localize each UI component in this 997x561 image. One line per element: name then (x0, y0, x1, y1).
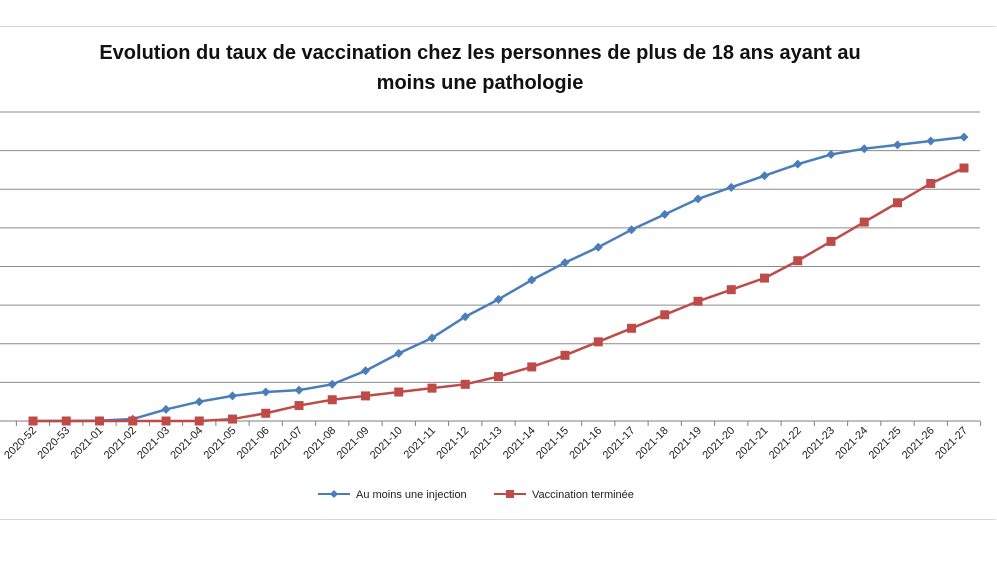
data-point-terminee (161, 416, 171, 426)
x-tick-label: 2021-19 (667, 425, 704, 462)
legend-marker-terminee (506, 490, 514, 498)
data-point-injection (926, 136, 936, 146)
x-tick-label: 2021-08 (301, 425, 338, 462)
data-point-terminee (527, 362, 537, 372)
data-point-terminee (28, 416, 38, 426)
x-tick-label: 2021-23 (800, 425, 837, 462)
data-point-injection (327, 379, 337, 389)
data-point-terminee (826, 236, 836, 246)
x-tick-label: 2021-17 (601, 425, 638, 462)
legend: Au moins une injection Vaccination termi… (318, 489, 634, 501)
data-point-terminee (61, 416, 71, 426)
data-point-terminee (560, 350, 570, 360)
data-point-injection (593, 242, 603, 252)
x-tick-label: 2021-16 (567, 425, 604, 462)
data-point-terminee (494, 372, 503, 382)
data-point-injection (959, 132, 969, 142)
data-point-injection (194, 397, 204, 407)
data-point-injection (826, 149, 836, 159)
x-tick-label: 2021-26 (900, 425, 937, 462)
data-point-terminee (294, 401, 304, 411)
data-point-injection (427, 333, 437, 343)
x-tick-label: 2021-05 (202, 425, 239, 462)
data-point-injection (627, 225, 636, 235)
x-tick-label: 2021-10 (368, 425, 405, 462)
data-point-injection (893, 140, 902, 150)
data-point-terminee (327, 395, 337, 405)
data-point-terminee (760, 273, 769, 283)
x-tick-label: 2021-27 (933, 425, 970, 462)
x-axis: 2020-522020-532021-012021-022021-032021-… (2, 421, 982, 462)
data-point-terminee (959, 163, 969, 173)
x-tick-label: 2021-14 (501, 425, 538, 462)
x-tick-label: 2021-18 (634, 425, 671, 462)
chart-title-line1: Evolution du taux de vaccination chez le… (99, 42, 860, 64)
data-point-terminee (926, 178, 936, 188)
data-point-terminee (726, 285, 736, 295)
data-point-terminee (394, 387, 404, 397)
legend-label-injection: Au moins une injection (356, 489, 467, 501)
x-tick-label: 2021-13 (468, 425, 505, 462)
data-point-terminee (460, 379, 470, 389)
data-point-injection (660, 209, 670, 219)
chart-title-line2: moins une pathologie (377, 72, 584, 94)
data-point-injection (460, 312, 470, 322)
data-point-terminee (194, 416, 204, 426)
x-tick-label: 2021-04 (168, 425, 205, 462)
data-point-injection (859, 144, 869, 154)
data-point-injection (726, 182, 736, 192)
data-point-injection (228, 391, 237, 401)
x-tick-label: 2020-52 (2, 425, 39, 462)
data-point-injection (560, 258, 570, 268)
x-tick-label: 2021-24 (833, 425, 870, 462)
data-point-injection (793, 159, 803, 169)
x-tick-label: 2021-03 (135, 425, 172, 462)
data-point-injection (261, 387, 271, 397)
data-point-terminee (361, 391, 370, 401)
data-point-terminee (693, 296, 703, 306)
x-tick-label: 2021-22 (767, 425, 804, 462)
data-point-injection (527, 275, 537, 285)
data-point-terminee (593, 337, 603, 347)
data-point-terminee (128, 416, 138, 426)
data-point-terminee (793, 256, 803, 266)
data-point-injection (161, 404, 171, 414)
data-point-terminee (627, 323, 636, 333)
data-point-terminee (893, 198, 902, 208)
data-point-injection (494, 294, 503, 304)
x-tick-label: 2021-06 (235, 425, 272, 462)
data-point-terminee (427, 383, 437, 393)
series-line-terminee (33, 166, 965, 423)
legend-label-terminee: Vaccination terminée (532, 489, 634, 501)
x-tick-label: 2021-25 (867, 425, 904, 462)
data-point-injection (394, 348, 404, 358)
x-tick-label: 2021-21 (734, 425, 771, 462)
x-tick-label: 2021-11 (402, 425, 438, 461)
x-tick-label: 2021-15 (534, 425, 571, 462)
x-tick-label: 2021-12 (434, 425, 471, 462)
x-tick-label: 2021-01 (69, 425, 106, 462)
chart-frame (0, 26, 996, 520)
x-tick-label: 2021-20 (700, 425, 737, 462)
gridlines (0, 111, 980, 422)
legend-marker-injection (330, 490, 338, 498)
x-tick-label: 2020-53 (35, 425, 72, 462)
data-point-terminee (261, 408, 271, 418)
data-point-terminee (660, 310, 670, 320)
data-point-injection (361, 366, 370, 376)
data-point-injection (294, 385, 304, 395)
x-tick-label: 2021-09 (335, 425, 372, 462)
data-point-terminee (95, 416, 104, 426)
data-point-terminee (228, 414, 237, 424)
data-point-injection (760, 171, 769, 181)
data-point-terminee (859, 217, 869, 227)
x-tick-label: 2021-07 (268, 425, 305, 462)
x-tick-label: 2021-02 (102, 425, 139, 462)
series-group (28, 132, 969, 426)
data-point-injection (693, 194, 703, 204)
